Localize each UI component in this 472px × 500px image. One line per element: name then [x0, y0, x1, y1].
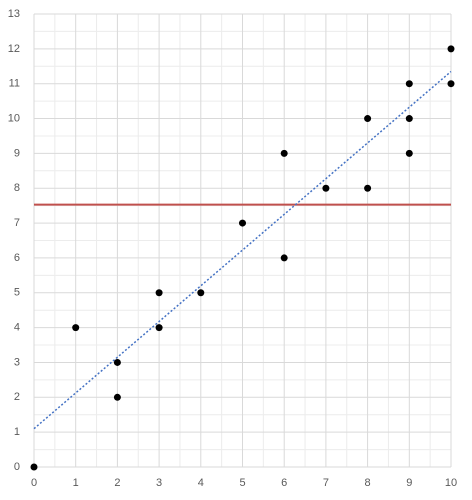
data-point — [155, 324, 163, 332]
data-point — [155, 289, 163, 297]
x-tick-label: 5 — [239, 477, 245, 489]
data-point — [30, 463, 38, 471]
data-point — [113, 358, 121, 366]
y-tick-label: 7 — [14, 217, 20, 229]
data-point — [364, 115, 372, 123]
y-tick-label: 11 — [9, 78, 20, 90]
y-tick-label: 2 — [14, 391, 20, 403]
data-point — [72, 324, 80, 332]
data-point — [447, 80, 455, 88]
x-tick-label: 7 — [323, 477, 329, 489]
data-point — [280, 254, 288, 262]
x-tick-label: 3 — [156, 477, 162, 489]
data-point — [447, 45, 455, 53]
x-tick-label: 10 — [445, 477, 457, 489]
y-tick-label: 12 — [8, 43, 20, 55]
data-point — [322, 184, 330, 192]
y-tick-label: 4 — [14, 322, 20, 334]
y-tick-label: 3 — [14, 356, 20, 368]
data-point — [113, 393, 121, 401]
x-tick-label: 6 — [281, 477, 287, 489]
trendline — [33, 70, 452, 430]
data-point — [364, 184, 372, 192]
data-point — [405, 149, 413, 157]
data-point — [405, 80, 413, 88]
data-point — [280, 149, 288, 157]
x-tick-label: 9 — [406, 477, 412, 489]
y-tick-label: 13 — [8, 8, 20, 20]
y-tick-label: 6 — [14, 252, 20, 264]
y-tick-label: 1 — [14, 426, 20, 438]
x-tick-label: 0 — [31, 477, 37, 489]
x-tick-label: 4 — [198, 477, 204, 489]
y-tick-label: 9 — [14, 147, 20, 159]
x-tick-label: 8 — [365, 477, 371, 489]
y-tick-label: 0 — [14, 461, 20, 473]
y-tick-label: 5 — [14, 287, 20, 299]
x-tick-label: 2 — [114, 477, 120, 489]
y-tick-label: 10 — [8, 112, 20, 124]
data-point — [239, 219, 246, 227]
data-point — [405, 115, 413, 123]
data-point — [197, 289, 205, 297]
y-tick-label: 8 — [14, 182, 20, 194]
x-tick-label: 1 — [73, 477, 79, 489]
